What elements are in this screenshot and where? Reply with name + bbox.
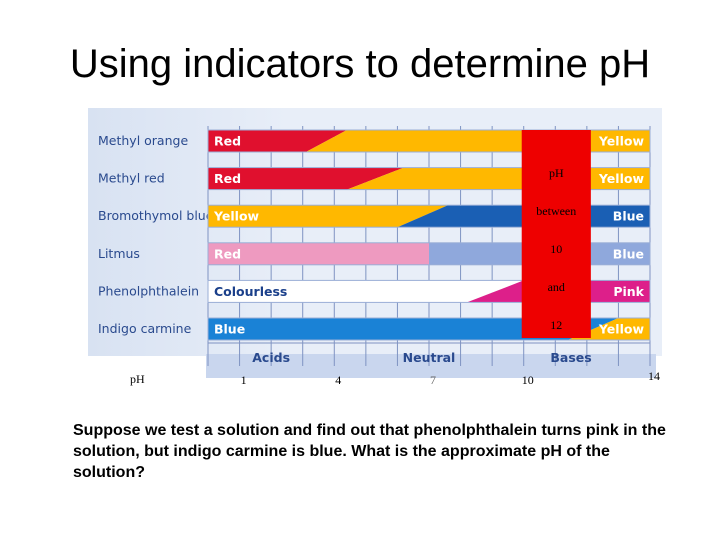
indicator-name: Bromothymol blue [98,208,214,223]
tick-label: 14 [648,369,660,383]
tick-label: 4 [335,373,341,387]
highlight-text: 12 [550,318,562,332]
high-colour-label: Blue [613,209,644,224]
axis-label: pH [130,372,145,386]
low-colour-label: Red [214,246,241,261]
low-colour-band [208,205,448,228]
indicator-name: Litmus [98,246,140,261]
low-colour-label: Red [214,171,241,186]
low-colour-label: Yellow [213,209,260,224]
low-colour-band [208,280,524,303]
high-colour-label: Pink [613,284,644,299]
indicator-name: Indigo carmine [98,321,192,336]
indicator-bar-border [207,317,651,341]
indicator-bar-border [207,167,651,191]
low-colour-band [208,167,404,190]
indicator-name: Methyl orange [98,133,188,148]
indicator-name: Methyl red [98,171,165,186]
indicator-bar-border [207,242,651,266]
axis-band [206,354,656,378]
high-colour-label: Yellow [598,322,645,337]
slide-title: Using indicators to determine pH [69,42,651,86]
highlight-box [521,130,591,338]
highlight-text: between [536,204,576,218]
tick-label: 7 [430,373,436,387]
high-colour-label: Blue [613,246,644,261]
low-colour-band [208,130,347,152]
high-colour-label: Yellow [598,171,645,186]
tick-label: 1 [241,373,247,387]
tick-label: 10 [522,373,534,387]
highlight-text: and [548,280,565,294]
region-label: Bases [550,350,591,365]
low-colour-band [208,318,619,340]
region-label: Neutral [403,350,456,365]
low-colour-band [208,242,429,265]
region-label: Acids [252,350,290,365]
highlight-text: pH [549,166,564,180]
low-colour-label: Red [214,134,241,149]
indicator-name: Phenolphthalein [98,283,199,298]
indicator-bar-border [207,204,651,228]
indicator-bar-border [207,279,651,303]
high-colour-label: Yellow [598,134,645,149]
indicator-bar-border [207,129,651,153]
question-text: Suppose we test a solution and find out … [73,422,666,481]
highlight-text: 10 [550,242,562,256]
indicator-chart: Methyl orange Red Yellow Methyl red Red Yello… [82,104,668,388]
low-colour-label: Colourless [214,284,287,299]
low-colour-label: Blue [214,322,245,337]
